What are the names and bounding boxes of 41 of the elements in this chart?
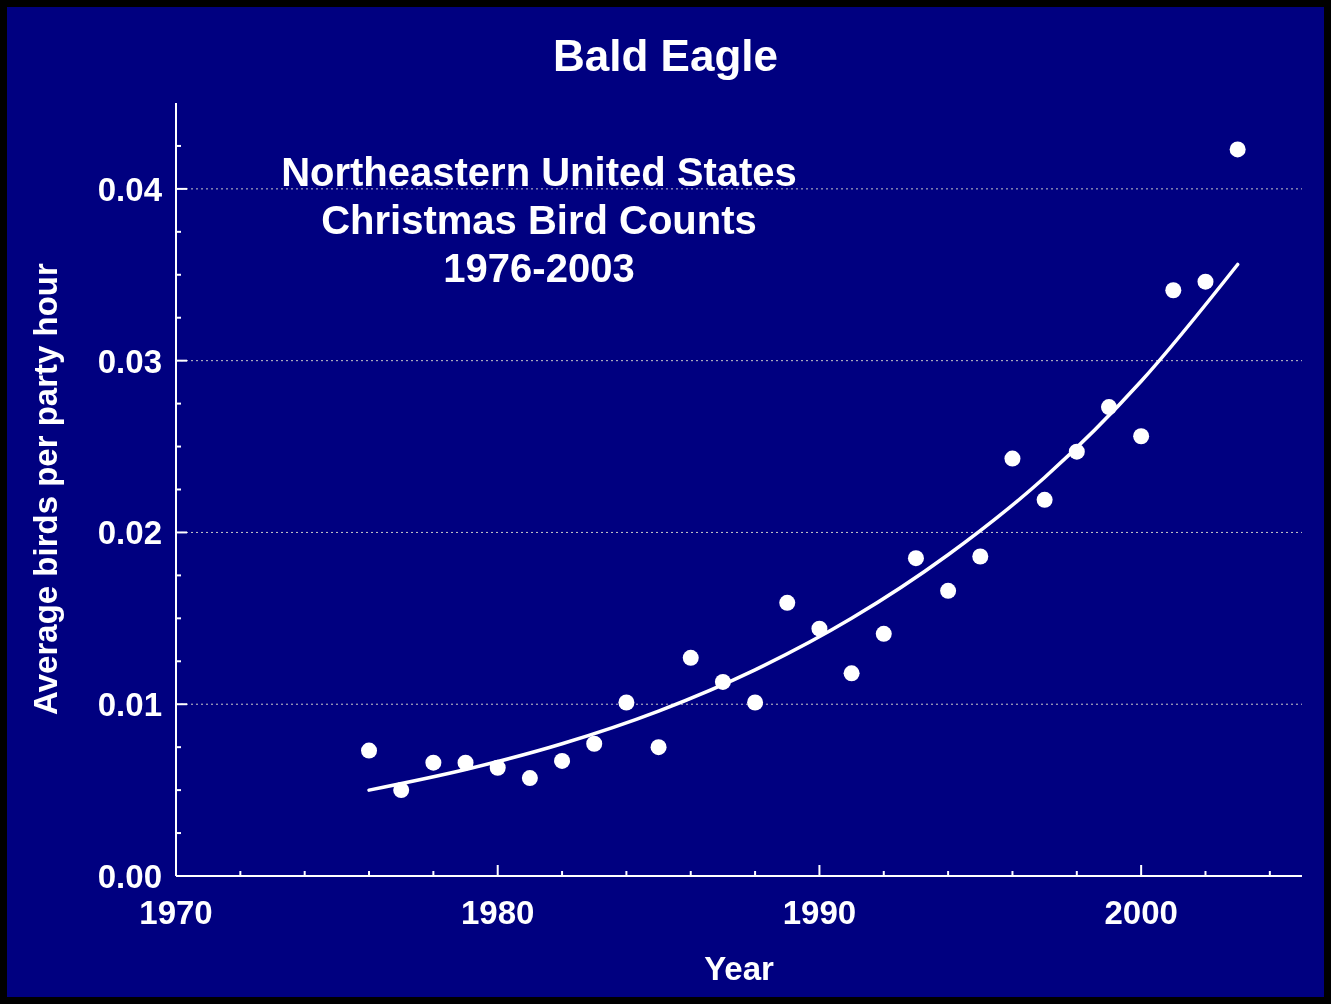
point — [586, 735, 603, 752]
point — [811, 620, 828, 637]
point — [714, 673, 731, 690]
point — [650, 739, 667, 756]
point — [779, 594, 796, 611]
point — [1133, 428, 1150, 445]
y-tick-label: 0.01 — [97, 686, 162, 724]
point — [393, 782, 410, 799]
x-axis-title: Year — [704, 950, 775, 987]
point — [618, 694, 635, 711]
point — [907, 550, 924, 567]
point — [1165, 282, 1182, 299]
x-tick-label: 2000 — [1104, 894, 1178, 931]
point — [682, 649, 699, 666]
point — [940, 582, 957, 599]
x-tick-label: 1980 — [461, 894, 535, 931]
y-tick-label: 0.02 — [97, 514, 162, 552]
y-tick-label: 0.04 — [97, 170, 163, 208]
point — [875, 625, 892, 642]
point — [1004, 450, 1021, 467]
point — [489, 759, 506, 776]
point — [972, 548, 989, 565]
x-tick-label: 1970 — [139, 894, 213, 931]
point — [747, 694, 764, 711]
y-tick-label: 0.03 — [97, 342, 162, 380]
point — [1068, 443, 1085, 460]
point — [1197, 273, 1214, 290]
point — [1100, 399, 1117, 416]
x-tick-label: 1990 — [782, 894, 857, 931]
point — [457, 754, 474, 771]
point — [554, 752, 571, 769]
point — [843, 665, 860, 682]
y-axis-title: Average birds per party hour — [27, 262, 64, 715]
point — [425, 754, 442, 771]
point — [521, 770, 538, 787]
point — [1036, 491, 1053, 508]
point — [361, 742, 378, 759]
point — [1229, 141, 1246, 158]
y-tick-label: 0.00 — [97, 858, 162, 895]
chart-title: Bald Eagle — [553, 31, 778, 80]
annotation: Northeastern United States Christmas Bird Counts 1976-2003 — [281, 149, 797, 292]
